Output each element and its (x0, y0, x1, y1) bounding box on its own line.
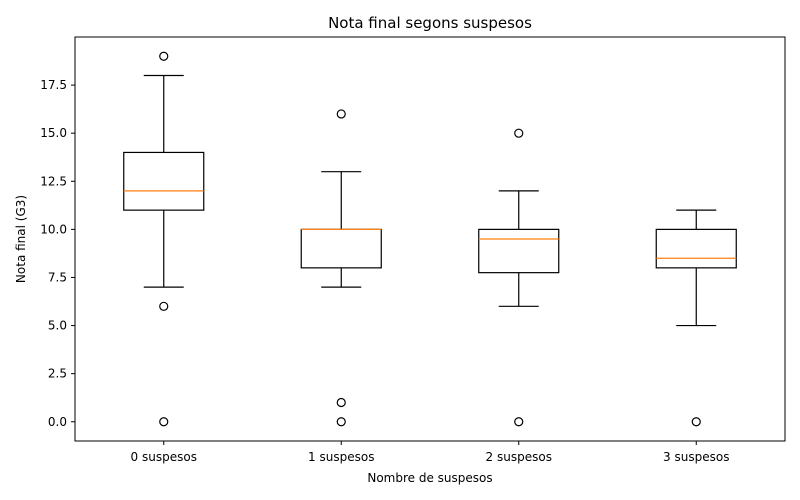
y-tick-label: 12.5 (40, 174, 67, 188)
flier-point (159, 301, 169, 311)
x-tick-label: 2 suspesos (486, 450, 552, 464)
y-tick-label: 17.5 (40, 78, 67, 92)
y-tick-label: 2.5 (48, 367, 67, 381)
x-axis: 0 suspesos 1 suspesos 2 suspesos 3 suspesos (131, 441, 729, 464)
y-tick-label: 7.5 (48, 270, 67, 284)
flier-point (336, 397, 346, 408)
box-group (478, 128, 560, 427)
box (123, 151, 205, 211)
y-axis: 0.0 2.5 5.0 7.5 10.0 12.5 15.0 17.5 (40, 78, 75, 429)
y-tick-label: 10.0 (40, 222, 67, 236)
flier-point (336, 417, 346, 427)
flier-point (691, 417, 701, 427)
y-axis-label: Nota final (G3) (14, 195, 28, 283)
chart-title: Nota final segons suspesos (328, 14, 532, 32)
box (655, 228, 737, 269)
box-group (123, 51, 205, 427)
x-tick-label: 0 suspesos (131, 450, 197, 464)
y-tick-label: 5.0 (48, 319, 67, 333)
plot-area (123, 51, 737, 427)
flier-point (514, 417, 524, 427)
y-tick-label: 0.0 (48, 415, 67, 429)
x-axis-label: Nombre de suspesos (367, 471, 492, 485)
x-tick-label: 1 suspesos (308, 450, 374, 464)
y-tick-label: 15.0 (40, 126, 67, 140)
box-group (300, 109, 382, 427)
flier-point (159, 51, 169, 61)
flier-point (336, 109, 346, 119)
flier-point (159, 417, 169, 427)
box (478, 228, 560, 274)
flier-point (514, 128, 524, 138)
axes-frame (74, 36, 786, 442)
box-group (655, 209, 737, 427)
x-tick-label: 3 suspesos (663, 450, 729, 464)
